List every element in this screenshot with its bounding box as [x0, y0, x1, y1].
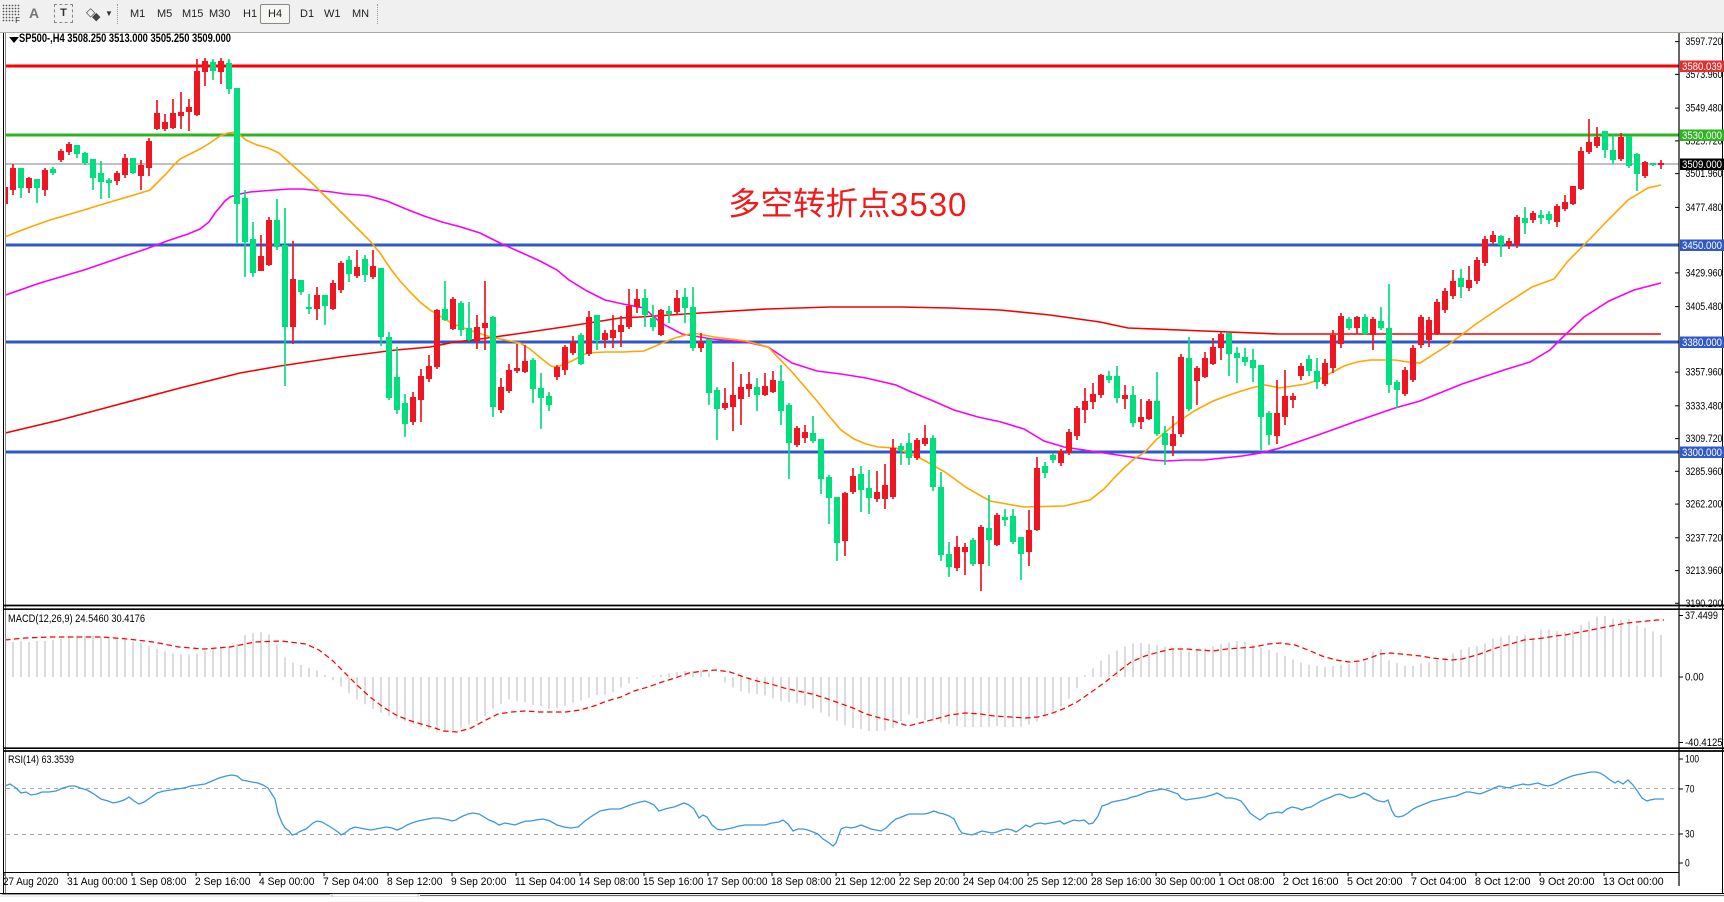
svg-text:3190.200: 3190.200: [1686, 598, 1723, 610]
svg-text:25 Sep 12:00: 25 Sep 12:00: [1027, 876, 1088, 888]
svg-text:3501.960: 3501.960: [1686, 168, 1723, 180]
svg-text:-40.4125: -40.4125: [1685, 737, 1723, 749]
svg-text:8 Oct 12:00: 8 Oct 12:00: [1475, 876, 1531, 888]
svg-text:0.00: 0.00: [1685, 672, 1704, 684]
svg-text:3333.480: 3333.480: [1686, 400, 1723, 412]
svg-text:3380.000: 3380.000: [1682, 337, 1722, 349]
svg-text:15 Sep 16:00: 15 Sep 16:00: [643, 876, 704, 888]
svg-text:2 Sep 16:00: 2 Sep 16:00: [195, 876, 251, 888]
svg-text:100: 100: [1685, 754, 1699, 766]
svg-text:5 Oct 20:00: 5 Oct 20:00: [1347, 876, 1403, 888]
svg-text:3300.000: 3300.000: [1682, 447, 1722, 459]
svg-text:3580.039: 3580.039: [1682, 61, 1722, 73]
svg-text:0: 0: [1685, 858, 1690, 870]
svg-text:3429.960: 3429.960: [1686, 267, 1723, 279]
svg-text:1 Sep 08:00: 1 Sep 08:00: [131, 876, 187, 888]
svg-text:3530: 3530: [890, 186, 967, 223]
svg-text:SP500-,H4 3508.250 3513.000 3: SP500-,H4 3508.250 3513.000 3505.250 350…: [19, 31, 231, 45]
svg-text:30 Sep 00:00: 30 Sep 00:00: [1155, 876, 1216, 888]
svg-text:3357.960: 3357.960: [1686, 367, 1723, 379]
svg-text:3285.960: 3285.960: [1686, 466, 1723, 478]
svg-text:3237.720: 3237.720: [1686, 532, 1723, 544]
svg-text:7 Sep 04:00: 7 Sep 04:00: [323, 876, 379, 888]
svg-text:4 Sep 00:00: 4 Sep 00:00: [259, 876, 315, 888]
svg-text:18 Sep 08:00: 18 Sep 08:00: [771, 876, 832, 888]
svg-text:3450.000: 3450.000: [1682, 240, 1722, 252]
svg-text:RSI(14) 63.3539: RSI(14) 63.3539: [8, 754, 74, 766]
svg-text:MACD(12,26,9) 24.5460 30.4176: MACD(12,26,9) 24.5460 30.4176: [8, 613, 145, 625]
svg-text:14 Sep 08:00: 14 Sep 08:00: [579, 876, 640, 888]
svg-text:28 Sep 16:00: 28 Sep 16:00: [1091, 876, 1152, 888]
svg-text:1 Oct 08:00: 1 Oct 08:00: [1219, 876, 1275, 888]
svg-text:31 Aug 00:00: 31 Aug 00:00: [67, 876, 128, 888]
svg-text:21 Sep 12:00: 21 Sep 12:00: [835, 876, 896, 888]
svg-text:37.4499: 37.4499: [1685, 610, 1718, 622]
svg-text:11 Sep 04:00: 11 Sep 04:00: [515, 876, 576, 888]
svg-text:7 Oct 04:00: 7 Oct 04:00: [1411, 876, 1467, 888]
svg-text:2 Oct 16:00: 2 Oct 16:00: [1283, 876, 1339, 888]
svg-text:3549.480: 3549.480: [1686, 103, 1723, 115]
svg-text:3597.720: 3597.720: [1686, 36, 1723, 48]
svg-text:9 Sep 20:00: 9 Sep 20:00: [451, 876, 507, 888]
svg-text:30: 30: [1685, 829, 1694, 841]
svg-text:3477.480: 3477.480: [1686, 202, 1723, 214]
svg-text:3262.200: 3262.200: [1686, 499, 1723, 511]
svg-text:24 Sep 04:00: 24 Sep 04:00: [963, 876, 1024, 888]
svg-text:13 Oct 00:00: 13 Oct 00:00: [1603, 876, 1664, 888]
svg-text:27 Aug 2020: 27 Aug 2020: [3, 876, 59, 888]
svg-text:17 Sep 00:00: 17 Sep 00:00: [707, 876, 768, 888]
svg-text:8 Sep 12:00: 8 Sep 12:00: [387, 876, 443, 888]
svg-text:3309.720: 3309.720: [1686, 433, 1723, 445]
svg-text:3405.480: 3405.480: [1686, 301, 1723, 313]
svg-text:3213.960: 3213.960: [1686, 565, 1723, 577]
svg-text:22 Sep 20:00: 22 Sep 20:00: [899, 876, 960, 888]
svg-text:3530.000: 3530.000: [1682, 130, 1722, 142]
svg-text:9 Oct 20:00: 9 Oct 20:00: [1539, 876, 1595, 888]
svg-text:3509.000: 3509.000: [1682, 159, 1722, 171]
svg-text:70: 70: [1685, 784, 1694, 796]
